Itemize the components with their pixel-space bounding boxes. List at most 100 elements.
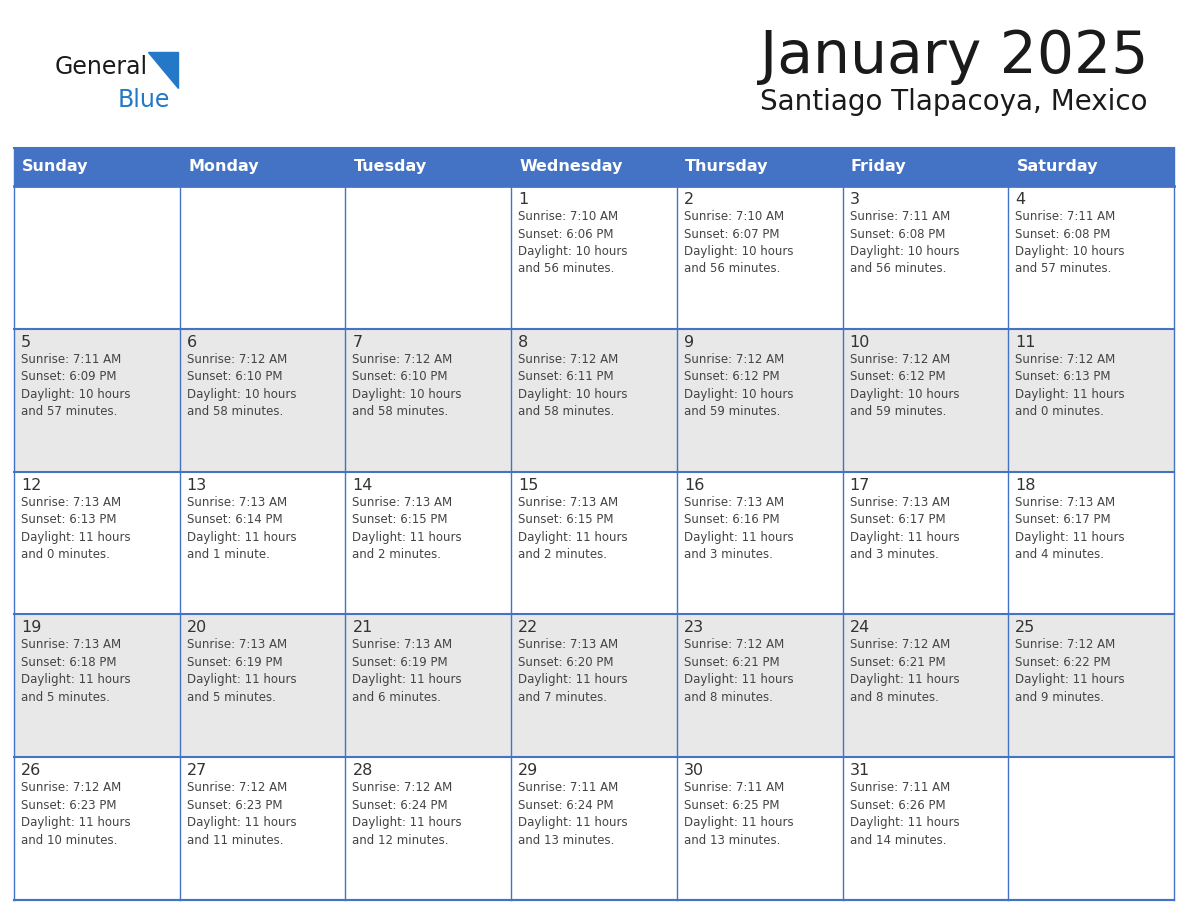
Polygon shape	[148, 52, 178, 88]
Bar	[1009, 329, 1174, 472]
Bar	[677, 329, 842, 472]
Text: Saturday: Saturday	[1017, 160, 1098, 174]
Text: Sunrise: 7:12 AM
Sunset: 6:11 PM
Daylight: 10 hours
and 58 minutes.: Sunrise: 7:12 AM Sunset: 6:11 PM Dayligh…	[518, 353, 627, 419]
Text: 29: 29	[518, 763, 538, 778]
Text: Sunrise: 7:13 AM
Sunset: 6:17 PM
Daylight: 11 hours
and 4 minutes.: Sunrise: 7:13 AM Sunset: 6:17 PM Dayligh…	[1016, 496, 1125, 561]
Text: Sunrise: 7:13 AM
Sunset: 6:18 PM
Daylight: 11 hours
and 5 minutes.: Sunrise: 7:13 AM Sunset: 6:18 PM Dayligh…	[21, 638, 131, 704]
Text: 30: 30	[684, 763, 704, 778]
Text: Sunrise: 7:10 AM
Sunset: 6:06 PM
Daylight: 10 hours
and 56 minutes.: Sunrise: 7:10 AM Sunset: 6:06 PM Dayligh…	[518, 210, 627, 275]
Text: January 2025: January 2025	[759, 28, 1148, 85]
Text: Sunrise: 7:13 AM
Sunset: 6:20 PM
Daylight: 11 hours
and 7 minutes.: Sunrise: 7:13 AM Sunset: 6:20 PM Dayligh…	[518, 638, 627, 704]
Bar	[842, 472, 1009, 614]
Bar	[179, 614, 346, 757]
Text: 1: 1	[518, 192, 529, 207]
Bar	[14, 757, 179, 900]
Bar	[1009, 757, 1174, 900]
Text: Sunrise: 7:13 AM
Sunset: 6:15 PM
Daylight: 11 hours
and 2 minutes.: Sunrise: 7:13 AM Sunset: 6:15 PM Dayligh…	[353, 496, 462, 561]
Bar	[14, 329, 179, 472]
Bar	[842, 186, 1009, 329]
Bar	[1009, 186, 1174, 329]
Text: Sunrise: 7:12 AM
Sunset: 6:13 PM
Daylight: 11 hours
and 0 minutes.: Sunrise: 7:12 AM Sunset: 6:13 PM Dayligh…	[1016, 353, 1125, 419]
Text: Sunrise: 7:12 AM
Sunset: 6:22 PM
Daylight: 11 hours
and 9 minutes.: Sunrise: 7:12 AM Sunset: 6:22 PM Dayligh…	[1016, 638, 1125, 704]
Text: 9: 9	[684, 335, 694, 350]
Text: Wednesday: Wednesday	[519, 160, 623, 174]
Text: 28: 28	[353, 763, 373, 778]
Text: 21: 21	[353, 621, 373, 635]
Text: 17: 17	[849, 477, 870, 493]
Bar	[346, 757, 511, 900]
Bar	[842, 614, 1009, 757]
Text: 25: 25	[1016, 621, 1036, 635]
Text: Blue: Blue	[118, 88, 170, 112]
Bar	[1009, 472, 1174, 614]
Text: Sunrise: 7:12 AM
Sunset: 6:21 PM
Daylight: 11 hours
and 8 minutes.: Sunrise: 7:12 AM Sunset: 6:21 PM Dayligh…	[684, 638, 794, 704]
Bar	[677, 614, 842, 757]
Text: 7: 7	[353, 335, 362, 350]
Bar	[511, 186, 677, 329]
Bar	[346, 186, 511, 329]
Bar	[346, 614, 511, 757]
Bar	[677, 757, 842, 900]
Text: Sunrise: 7:13 AM
Sunset: 6:19 PM
Daylight: 11 hours
and 6 minutes.: Sunrise: 7:13 AM Sunset: 6:19 PM Dayligh…	[353, 638, 462, 704]
Bar	[346, 329, 511, 472]
Text: Sunrise: 7:12 AM
Sunset: 6:10 PM
Daylight: 10 hours
and 58 minutes.: Sunrise: 7:12 AM Sunset: 6:10 PM Dayligh…	[187, 353, 296, 419]
Text: Santiago Tlapacoya, Mexico: Santiago Tlapacoya, Mexico	[760, 88, 1148, 116]
Text: 27: 27	[187, 763, 207, 778]
Bar	[677, 472, 842, 614]
Text: Sunrise: 7:12 AM
Sunset: 6:21 PM
Daylight: 11 hours
and 8 minutes.: Sunrise: 7:12 AM Sunset: 6:21 PM Dayligh…	[849, 638, 959, 704]
Text: Sunrise: 7:12 AM
Sunset: 6:12 PM
Daylight: 10 hours
and 59 minutes.: Sunrise: 7:12 AM Sunset: 6:12 PM Dayligh…	[849, 353, 959, 419]
Text: Sunrise: 7:13 AM
Sunset: 6:15 PM
Daylight: 11 hours
and 2 minutes.: Sunrise: 7:13 AM Sunset: 6:15 PM Dayligh…	[518, 496, 627, 561]
Text: 6: 6	[187, 335, 197, 350]
Bar	[179, 472, 346, 614]
Text: 13: 13	[187, 477, 207, 493]
Bar	[179, 186, 346, 329]
Text: 11: 11	[1016, 335, 1036, 350]
Text: 2: 2	[684, 192, 694, 207]
Text: Sunrise: 7:12 AM
Sunset: 6:10 PM
Daylight: 10 hours
and 58 minutes.: Sunrise: 7:12 AM Sunset: 6:10 PM Dayligh…	[353, 353, 462, 419]
Bar	[511, 614, 677, 757]
Text: 16: 16	[684, 477, 704, 493]
Text: Sunrise: 7:11 AM
Sunset: 6:09 PM
Daylight: 10 hours
and 57 minutes.: Sunrise: 7:11 AM Sunset: 6:09 PM Dayligh…	[21, 353, 131, 419]
Bar	[14, 614, 179, 757]
Text: 22: 22	[518, 621, 538, 635]
Bar	[842, 329, 1009, 472]
Text: Sunrise: 7:13 AM
Sunset: 6:14 PM
Daylight: 11 hours
and 1 minute.: Sunrise: 7:13 AM Sunset: 6:14 PM Dayligh…	[187, 496, 296, 561]
Text: 31: 31	[849, 763, 870, 778]
Text: 10: 10	[849, 335, 870, 350]
Text: 8: 8	[518, 335, 529, 350]
Text: 18: 18	[1016, 477, 1036, 493]
Text: Sunrise: 7:13 AM
Sunset: 6:13 PM
Daylight: 11 hours
and 0 minutes.: Sunrise: 7:13 AM Sunset: 6:13 PM Dayligh…	[21, 496, 131, 561]
Text: Sunrise: 7:13 AM
Sunset: 6:16 PM
Daylight: 11 hours
and 3 minutes.: Sunrise: 7:13 AM Sunset: 6:16 PM Dayligh…	[684, 496, 794, 561]
Text: Sunrise: 7:11 AM
Sunset: 6:08 PM
Daylight: 10 hours
and 56 minutes.: Sunrise: 7:11 AM Sunset: 6:08 PM Dayligh…	[849, 210, 959, 275]
Text: Sunrise: 7:13 AM
Sunset: 6:17 PM
Daylight: 11 hours
and 3 minutes.: Sunrise: 7:13 AM Sunset: 6:17 PM Dayligh…	[849, 496, 959, 561]
Bar	[14, 472, 179, 614]
Bar	[677, 186, 842, 329]
Text: Sunrise: 7:10 AM
Sunset: 6:07 PM
Daylight: 10 hours
and 56 minutes.: Sunrise: 7:10 AM Sunset: 6:07 PM Dayligh…	[684, 210, 794, 275]
Bar	[511, 757, 677, 900]
Text: Sunrise: 7:12 AM
Sunset: 6:23 PM
Daylight: 11 hours
and 10 minutes.: Sunrise: 7:12 AM Sunset: 6:23 PM Dayligh…	[21, 781, 131, 846]
Bar	[511, 329, 677, 472]
Text: 12: 12	[21, 477, 42, 493]
Text: Monday: Monday	[188, 160, 259, 174]
Text: 23: 23	[684, 621, 704, 635]
Text: Tuesday: Tuesday	[354, 160, 426, 174]
Text: 20: 20	[187, 621, 207, 635]
Text: Sunrise: 7:12 AM
Sunset: 6:24 PM
Daylight: 11 hours
and 12 minutes.: Sunrise: 7:12 AM Sunset: 6:24 PM Dayligh…	[353, 781, 462, 846]
Text: Friday: Friday	[851, 160, 906, 174]
Bar	[179, 329, 346, 472]
Bar	[511, 472, 677, 614]
Text: General: General	[55, 55, 148, 79]
Text: 15: 15	[518, 477, 538, 493]
Text: Sunrise: 7:11 AM
Sunset: 6:24 PM
Daylight: 11 hours
and 13 minutes.: Sunrise: 7:11 AM Sunset: 6:24 PM Dayligh…	[518, 781, 627, 846]
Text: 24: 24	[849, 621, 870, 635]
Bar	[179, 757, 346, 900]
Bar	[14, 148, 1174, 186]
Text: Sunrise: 7:11 AM
Sunset: 6:08 PM
Daylight: 10 hours
and 57 minutes.: Sunrise: 7:11 AM Sunset: 6:08 PM Dayligh…	[1016, 210, 1125, 275]
Text: 3: 3	[849, 192, 860, 207]
Text: Sunrise: 7:11 AM
Sunset: 6:25 PM
Daylight: 11 hours
and 13 minutes.: Sunrise: 7:11 AM Sunset: 6:25 PM Dayligh…	[684, 781, 794, 846]
Text: Sunrise: 7:12 AM
Sunset: 6:23 PM
Daylight: 11 hours
and 11 minutes.: Sunrise: 7:12 AM Sunset: 6:23 PM Dayligh…	[187, 781, 296, 846]
Text: 4: 4	[1016, 192, 1025, 207]
Text: 26: 26	[21, 763, 42, 778]
Text: 19: 19	[21, 621, 42, 635]
Text: Sunrise: 7:11 AM
Sunset: 6:26 PM
Daylight: 11 hours
and 14 minutes.: Sunrise: 7:11 AM Sunset: 6:26 PM Dayligh…	[849, 781, 959, 846]
